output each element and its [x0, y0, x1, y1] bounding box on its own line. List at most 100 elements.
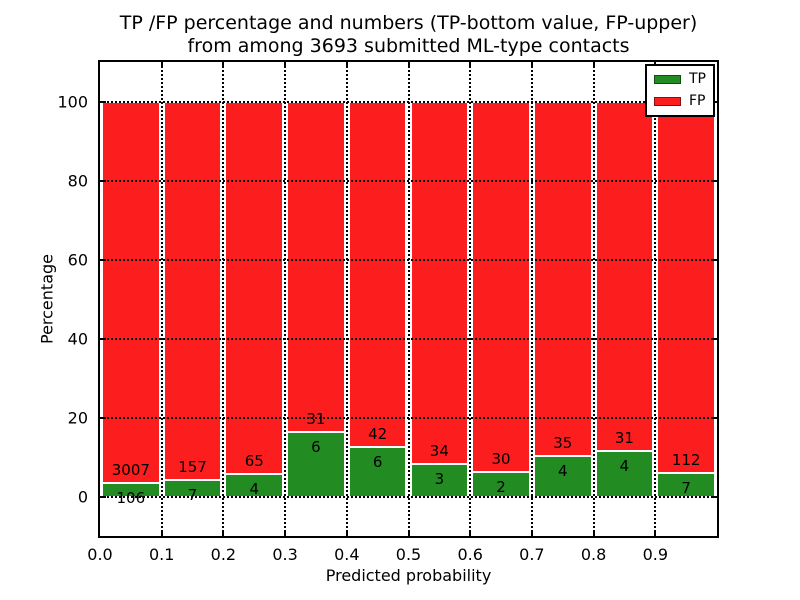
x-tick — [345, 62, 348, 68]
y-tick-label: 0 — [77, 487, 88, 506]
x-tick — [284, 62, 287, 68]
fp-count-label: 112 — [671, 451, 701, 470]
tp-count-label: 3 — [434, 470, 445, 489]
legend: TP FP — [645, 64, 715, 117]
x-tick — [222, 62, 225, 68]
gridline-vertical — [160, 62, 163, 536]
tp-count-label: 6 — [372, 453, 383, 472]
gridline-horizontal — [100, 179, 717, 182]
fp-bar-segment — [472, 101, 530, 472]
x-tick — [284, 530, 287, 536]
title-line-1: TP /FP percentage and numbers (TP-bottom… — [119, 12, 698, 34]
y-tick — [711, 416, 717, 419]
fp-bar-segment — [163, 101, 222, 480]
x-tick — [407, 530, 410, 536]
x-tick — [592, 530, 595, 536]
x-tick — [654, 530, 657, 536]
gridline-vertical — [284, 62, 287, 536]
fp-bar-segment — [348, 101, 407, 448]
y-tick-label: 80 — [67, 171, 88, 190]
title-line-2: from among 3693 submitted ML-type contac… — [187, 35, 630, 57]
x-tick-label: 0.6 — [457, 545, 483, 564]
y-tick — [100, 416, 106, 419]
x-tick — [592, 62, 595, 68]
chart-title: TP /FP percentage and numbers (TP-bottom… — [98, 12, 719, 58]
y-tick — [711, 258, 717, 261]
tp-count-label: 7 — [187, 485, 198, 504]
x-tick-label: 0.5 — [395, 545, 422, 564]
y-tick — [711, 495, 717, 498]
x-tick — [222, 530, 225, 536]
fp-bar-segment — [657, 101, 715, 474]
x-tick — [407, 62, 410, 68]
x-tick — [530, 530, 533, 536]
fp-count-label: 157 — [178, 457, 207, 476]
gridline-vertical — [407, 62, 410, 536]
x-tick-label: 0.9 — [642, 545, 669, 564]
fp-count-label: 34 — [429, 442, 449, 461]
x-tick — [345, 530, 348, 536]
gridline-vertical — [592, 62, 595, 536]
gridline-horizontal — [100, 416, 717, 419]
x-tick-label: 0.8 — [580, 545, 607, 564]
fp-bar-segment — [102, 101, 160, 484]
legend-label: FP — [689, 93, 706, 109]
y-tick — [100, 100, 106, 103]
fp-bar-segment — [533, 101, 592, 456]
y-tick — [100, 337, 106, 340]
fp-count-label: 42 — [368, 425, 388, 444]
gridline-vertical — [469, 62, 472, 536]
x-tick-label: 0.4 — [334, 545, 360, 564]
gridline-horizontal — [100, 337, 717, 340]
y-tick-label: 40 — [67, 329, 88, 348]
tp-count-label: 4 — [619, 457, 630, 476]
gridline-horizontal — [100, 100, 717, 103]
y-tick-label: 20 — [67, 408, 88, 427]
tp-count-label: 4 — [249, 479, 259, 498]
gridline-horizontal — [100, 258, 717, 261]
x-tick-label: 0.2 — [210, 545, 237, 564]
x-tick — [469, 62, 472, 68]
tp-count-label: 6 — [311, 438, 321, 457]
fp-bar-segment — [410, 101, 469, 465]
legend-swatch-tp — [654, 75, 681, 84]
y-tick — [100, 179, 106, 182]
legend-swatch-fp — [654, 97, 681, 106]
tp-count-label: 2 — [496, 477, 506, 496]
fp-count-label: 3007 — [111, 461, 150, 480]
x-tick — [160, 530, 163, 536]
gridline-horizontal — [100, 495, 717, 498]
x-tick-label: 0.7 — [519, 545, 545, 564]
tp-count-label: 7 — [681, 479, 691, 498]
fp-count-label: 30 — [491, 449, 511, 468]
fp-count-label: 31 — [614, 429, 634, 448]
x-tick — [530, 62, 533, 68]
gridline-vertical — [654, 62, 657, 536]
x-tick-label: 0.3 — [272, 545, 298, 564]
fp-bar-segment — [287, 101, 345, 433]
gridline-vertical — [345, 62, 348, 536]
tp-bar-segment — [533, 456, 592, 497]
tp-count-label: 106 — [116, 489, 146, 508]
y-tick — [711, 179, 717, 182]
x-tick-label: 0.1 — [148, 545, 175, 564]
legend-item: FP — [654, 94, 706, 109]
fp-count-label: 65 — [244, 451, 264, 470]
y-tick — [100, 495, 106, 498]
tp-count-label: 4 — [557, 462, 568, 480]
x-tick — [469, 530, 472, 536]
y-tick-label: 100 — [57, 92, 88, 111]
x-tick-label: 0.0 — [87, 545, 113, 564]
legend-label: TP — [689, 71, 706, 87]
legend-item: TP — [654, 72, 706, 87]
y-tick-label: 60 — [67, 250, 88, 269]
fp-count-label: 31 — [306, 410, 326, 429]
plot-area: 3007 106 157 7 65 4 31 6 42 6 34 3 30 2 35 4 31 4 112 7 — [98, 60, 719, 538]
fp-bar-segment — [595, 101, 654, 452]
gridline-vertical — [530, 62, 533, 536]
gridline-vertical — [222, 62, 225, 536]
x-axis-label: Predicted probability — [325, 566, 492, 585]
x-tick — [160, 62, 163, 68]
y-axis-label: Percentage — [37, 253, 57, 345]
